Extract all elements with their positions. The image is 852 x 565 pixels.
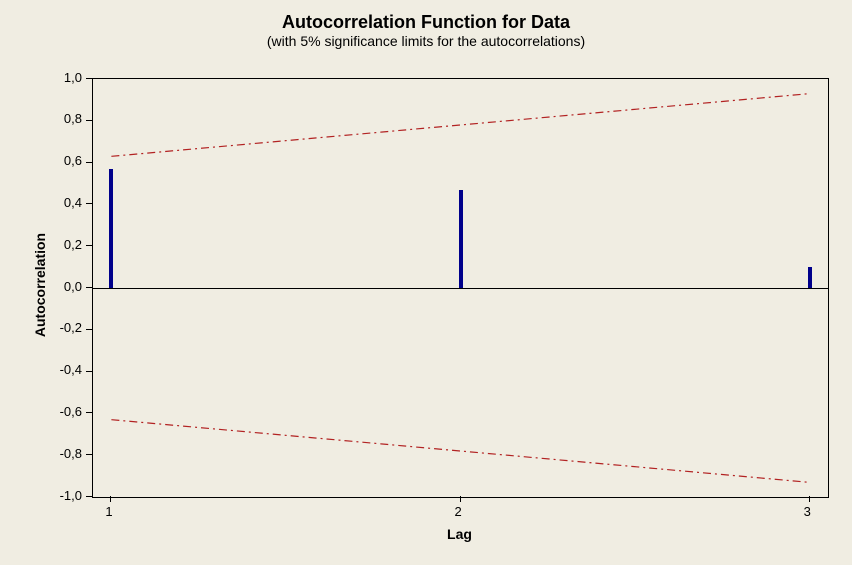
- x-tick-mark: [110, 496, 111, 502]
- acf-bar: [459, 190, 463, 288]
- x-tick-mark: [809, 496, 810, 502]
- y-tick-label: 0,8: [64, 111, 82, 126]
- y-tick-mark: [86, 496, 92, 497]
- chart-title: Autocorrelation Function for Data: [0, 0, 852, 33]
- x-tick-label: 1: [105, 504, 112, 519]
- y-tick-label: 0,4: [64, 195, 82, 210]
- y-tick-mark: [86, 371, 92, 372]
- y-tick-label: -1,0: [60, 488, 82, 503]
- x-tick-label: 2: [455, 504, 462, 519]
- chart-subtitle: (with 5% significance limits for the aut…: [0, 33, 852, 49]
- y-tick-mark: [86, 78, 92, 79]
- y-tick-label: -0,8: [60, 446, 82, 461]
- y-tick-mark: [86, 120, 92, 121]
- y-tick-label: 0,6: [64, 153, 82, 168]
- y-tick-label: -0,6: [60, 404, 82, 419]
- y-tick-mark: [86, 454, 92, 455]
- y-tick-mark: [86, 162, 92, 163]
- chart-container: Autocorrelation Function for Data (with …: [0, 0, 852, 565]
- y-tick-mark: [86, 245, 92, 246]
- acf-bar: [808, 267, 812, 288]
- y-tick-mark: [86, 203, 92, 204]
- y-axis-label: Autocorrelation: [32, 215, 48, 355]
- x-axis-label: Lag: [92, 526, 827, 542]
- x-tick-mark: [460, 496, 461, 502]
- x-tick-label: 3: [804, 504, 811, 519]
- y-tick-label: -0,2: [60, 320, 82, 335]
- plot-area: [92, 78, 829, 498]
- y-tick-label: 0,0: [64, 279, 82, 294]
- y-tick-mark: [86, 287, 92, 288]
- y-tick-mark: [86, 412, 92, 413]
- y-tick-mark: [86, 329, 92, 330]
- y-tick-label: 0,2: [64, 237, 82, 252]
- y-tick-label: -0,4: [60, 362, 82, 377]
- y-tick-label: 1,0: [64, 70, 82, 85]
- acf-bar: [109, 169, 113, 288]
